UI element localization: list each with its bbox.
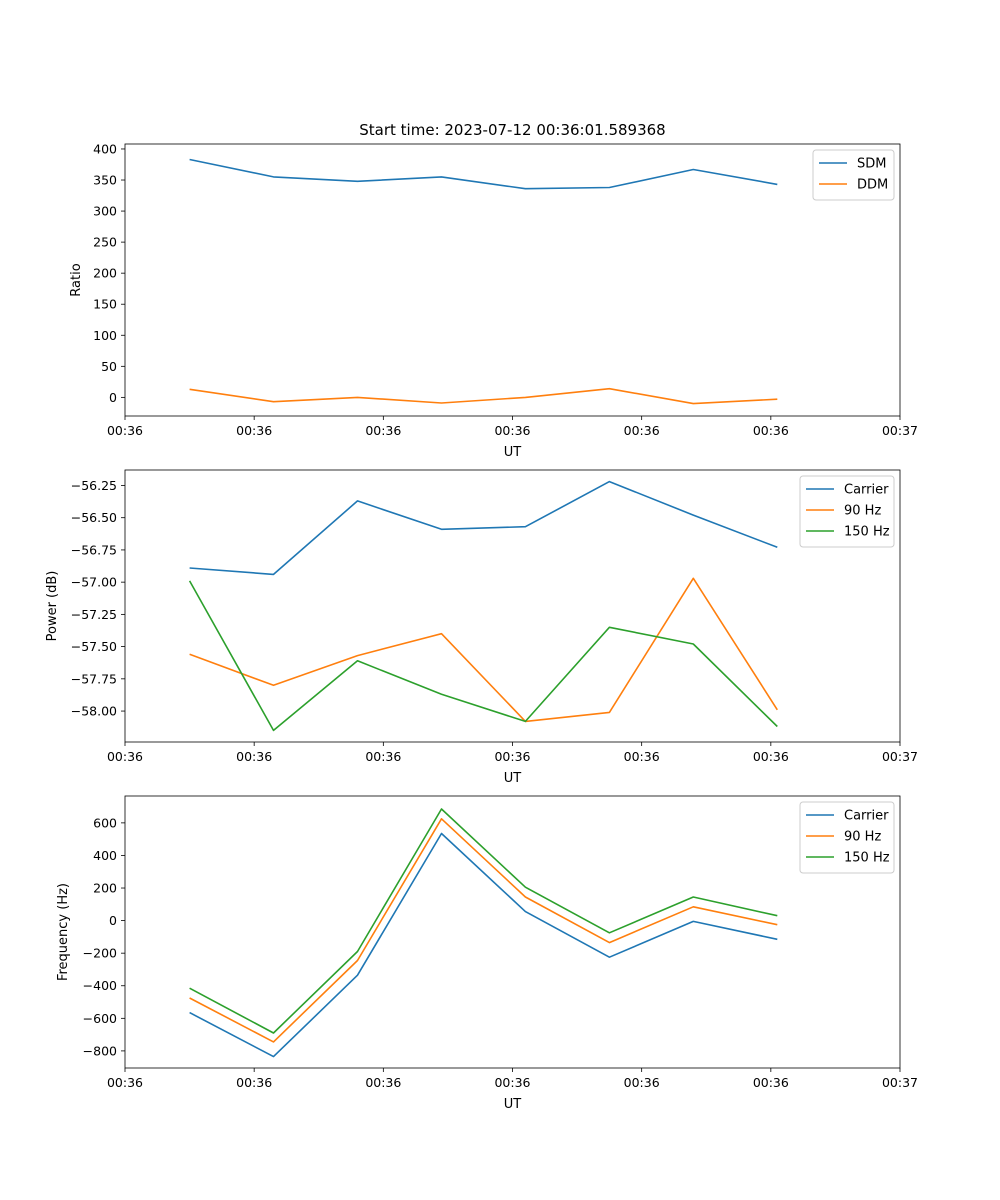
x-tick-label: 00:36 [365, 749, 401, 764]
y-tick-label: 300 [93, 204, 117, 219]
legend-box [799, 475, 895, 548]
series-line-carrier [189, 480, 778, 576]
x-tick-label: 00:36 [107, 749, 143, 764]
y-tick-label: −200 [83, 946, 117, 961]
chart-3: 00:36 00:36 00:36 00:36 00:36 00:36 00:37 −800 −… [56, 795, 918, 1112]
legend-label: SDM [857, 157, 886, 172]
x-tick-label: 00:36 [365, 1075, 401, 1090]
y-tick-label: 250 [93, 235, 117, 250]
x-tick-label: 00:36 [624, 423, 660, 438]
y-axis-label: Power (dB) [45, 571, 60, 642]
x-tick-label: 00:37 [882, 1075, 918, 1090]
y-tick-label: 400 [93, 848, 117, 863]
legend: SDM DDM [812, 149, 895, 201]
legend-label: 90 Hz [844, 830, 881, 845]
y-tick-label: 0 [109, 390, 117, 405]
x-axis-label: UT [504, 1097, 522, 1112]
y-tick-label: 50 [101, 359, 117, 374]
y-tick-label: −56.50 [71, 510, 117, 525]
x-tick-label: 00:36 [624, 1075, 660, 1090]
y-tick-label: −57.00 [71, 575, 117, 590]
y-tick-label: −57.25 [71, 607, 117, 622]
y-tick-label: −800 [83, 1043, 117, 1058]
x-tick-label: 00:36 [236, 749, 272, 764]
axes-frame [124, 795, 901, 1069]
legend-label: DDM [857, 178, 888, 193]
chart-2: 00:36 00:36 00:36 00:36 00:36 00:36 00:37 −58.0… [45, 469, 918, 786]
legend-label: Carrier [844, 809, 889, 824]
series-line-90-hz [189, 577, 778, 723]
y-axis-label: Ratio [69, 263, 84, 296]
legend: Carrier 90 Hz 150 Hz [799, 801, 895, 874]
y-tick-label: −58.00 [71, 704, 117, 719]
y-tick-label: 150 [93, 297, 117, 312]
y-tick-label: 100 [93, 328, 117, 343]
x-tick-label: 00:36 [624, 749, 660, 764]
x-tick-label: 00:37 [882, 423, 918, 438]
x-tick-label: 00:36 [753, 1075, 789, 1090]
x-tick-label: 00:36 [107, 423, 143, 438]
legend-label: 150 Hz [844, 851, 890, 866]
y-tick-label: −600 [83, 1011, 117, 1026]
legend-label: 150 Hz [844, 525, 890, 540]
y-tick-label: −400 [83, 978, 117, 993]
series-line-ddm [189, 387, 778, 405]
x-tick-label: 00:36 [753, 423, 789, 438]
y-tick-label: −56.25 [71, 478, 117, 493]
series-line-150-hz [188, 580, 778, 732]
x-axis-label: UT [504, 445, 522, 460]
y-tick-label: −57.50 [71, 639, 117, 654]
x-tick-label: 00:36 [753, 749, 789, 764]
x-tick-label: 00:36 [365, 423, 401, 438]
y-axis-label: Frequency (Hz) [56, 883, 71, 981]
y-tick-label: −57.75 [71, 671, 117, 686]
legend-label: Carrier [844, 483, 889, 498]
y-tick-label: 200 [93, 266, 117, 281]
axes-frame [124, 469, 901, 743]
x-tick-label: 00:36 [236, 1075, 272, 1090]
x-tick-label: 00:36 [107, 1075, 143, 1090]
series-line-sdm [189, 158, 778, 190]
series-line-90-hz [189, 817, 778, 1043]
legend-label: 90 Hz [844, 504, 881, 519]
x-axis-label: UT [504, 771, 522, 786]
x-tick-label: 00:37 [882, 749, 918, 764]
axes-frame [124, 143, 901, 417]
y-tick-label: 400 [93, 141, 117, 156]
series-line-carrier [189, 832, 778, 1058]
x-tick-label: 00:36 [494, 749, 530, 764]
legend: Carrier 90 Hz 150 Hz [799, 475, 895, 548]
y-tick-label: 0 [109, 913, 117, 928]
y-tick-label: 600 [93, 815, 117, 830]
chart-1: Start time: 2023-07-12 00:36:01.58936800… [69, 121, 918, 460]
x-tick-label: 00:36 [236, 423, 272, 438]
x-tick-label: 00:36 [494, 423, 530, 438]
x-tick-label: 00:36 [494, 1075, 530, 1090]
legend-box [799, 801, 895, 874]
chart-title: Start time: 2023-07-12 00:36:01.589368 [359, 121, 665, 139]
y-tick-label: 200 [93, 881, 117, 896]
y-tick-label: 350 [93, 173, 117, 188]
y-tick-label: −56.75 [71, 542, 117, 557]
series-line-150-hz [189, 808, 778, 1034]
